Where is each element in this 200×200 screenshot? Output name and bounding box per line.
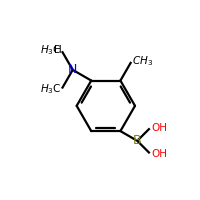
Text: OH: OH <box>151 123 167 133</box>
Text: B: B <box>133 134 142 147</box>
Text: $H_3$C: $H_3$C <box>40 83 62 96</box>
Text: H: H <box>54 45 62 55</box>
Text: $H_3$C: $H_3$C <box>40 43 62 57</box>
Text: $CH_3$: $CH_3$ <box>132 54 153 68</box>
Text: OH: OH <box>151 149 167 159</box>
Text: N: N <box>68 63 77 76</box>
